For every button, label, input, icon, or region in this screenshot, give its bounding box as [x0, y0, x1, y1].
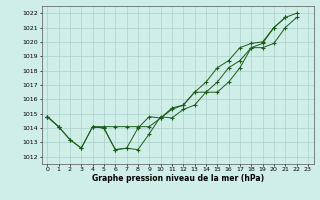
X-axis label: Graphe pression niveau de la mer (hPa): Graphe pression niveau de la mer (hPa): [92, 174, 264, 183]
